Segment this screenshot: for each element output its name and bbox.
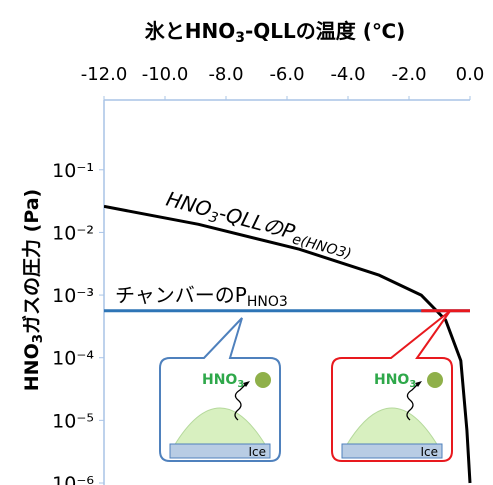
chart: 氷とHNO3-QLLの温度 (℃) HNO3ガスの圧力 (Pa) HNO3-QL… (0, 0, 493, 485)
y-tick-label: 10⁻¹ (52, 160, 94, 182)
x-tick-label: -10.0 (142, 64, 189, 85)
y-axis-label: HNO3ガスの圧力 (Pa) (20, 189, 46, 391)
text-part: 3 (235, 30, 245, 46)
text-part: HNO (164, 187, 214, 222)
text-part: HNO (374, 372, 409, 388)
line-annotation: チャンバーのPHNO3 (115, 283, 288, 310)
chart-title: 氷とHNO3-QLLの温度 (℃) (145, 19, 406, 46)
molecule (255, 372, 271, 388)
y-tick-label: 10⁻⁵ (52, 410, 94, 432)
y-tick-label: 10⁻³ (52, 285, 94, 307)
x-tick-label: 0.0 (456, 64, 485, 85)
x-tick-label: -8.0 (208, 64, 243, 85)
text-part: 3 (31, 334, 46, 343)
text-part: HNO (21, 343, 43, 391)
text-part: チャンバーのP (115, 283, 247, 307)
y-tick-label: 10⁻⁶ (52, 473, 94, 485)
text-part: e(HNO3) (290, 232, 353, 263)
y-tick-label: 10⁻² (52, 222, 94, 244)
text-part: -QLLの温度 (℃) (245, 19, 405, 43)
text-part: ガスの圧力 (Pa) (20, 189, 43, 334)
x-tick-label: -6.0 (269, 64, 304, 85)
text-part: 氷とHNO (145, 19, 235, 43)
ice-label: Ice (420, 445, 438, 459)
x-tick-label: -4.0 (330, 64, 365, 85)
ice-label: Ice (248, 445, 266, 459)
x-tick-label: -2.0 (391, 64, 426, 85)
text-part: HNO (202, 372, 237, 388)
curve-annotation: HNO3-QLLのPe(HNO3) (163, 187, 356, 263)
text-part: HNO3 (247, 294, 288, 310)
molecule (427, 372, 443, 388)
overlay: HNO3-QLLのPe(HNO3) チャンバーのPHNO3 Ice HNO3 Ice HN… (115, 187, 452, 461)
x-tick-label: -12.0 (81, 64, 128, 85)
y-tick-label: 10⁻⁴ (52, 348, 94, 370)
